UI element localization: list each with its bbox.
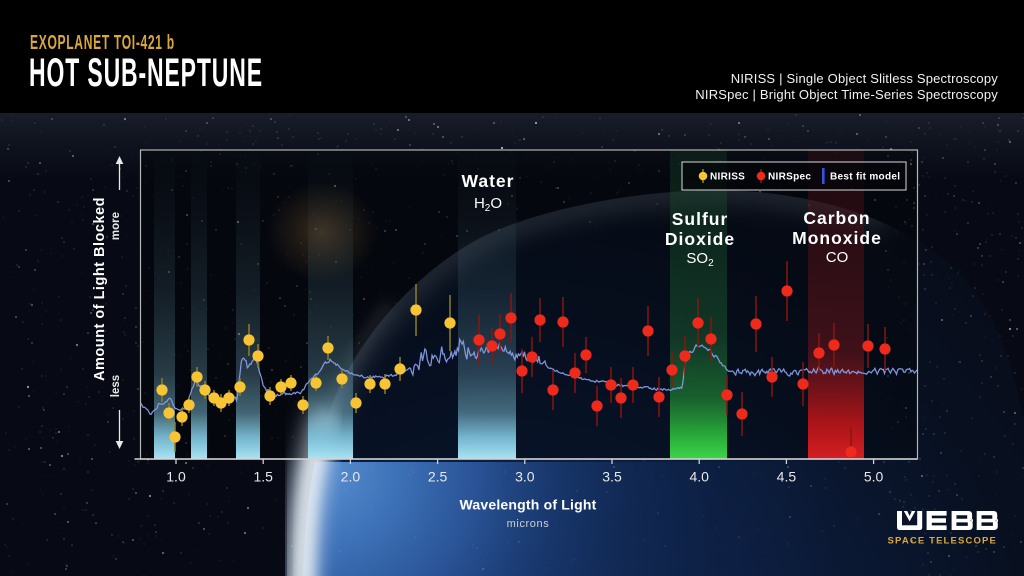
svg-text:Water: Water (462, 171, 515, 191)
svg-text:3.0: 3.0 (515, 469, 535, 485)
svg-text:SPACE TELESCOPE: SPACE TELESCOPE (888, 536, 997, 547)
svg-text:4.0: 4.0 (689, 469, 709, 485)
svg-text:1.5: 1.5 (253, 469, 273, 485)
svg-text:5.0: 5.0 (864, 469, 884, 485)
svg-text:Wavelength of Light: Wavelength of Light (459, 497, 596, 513)
svg-text:2.5: 2.5 (428, 469, 448, 485)
svg-text:Carbon: Carbon (803, 208, 870, 228)
svg-text:EXOPLANET TOI-421 b: EXOPLANET TOI-421 b (30, 31, 175, 54)
svg-text:4.5: 4.5 (777, 469, 797, 485)
svg-text:more: more (110, 212, 122, 240)
svg-text:Monoxide: Monoxide (792, 228, 882, 248)
svg-text:2.0: 2.0 (341, 469, 361, 485)
svg-text:CO: CO (826, 249, 849, 266)
svg-text:NIRSpec: NIRSpec (768, 172, 811, 183)
svg-text:NIRSpec | Bright Object Time-S: NIRSpec | Bright Object Time-Series Spec… (695, 87, 998, 102)
svg-text:Amount of Light Blocked: Amount of Light Blocked (92, 197, 108, 381)
svg-text:SO2: SO2 (686, 250, 714, 269)
svg-text:Best fit model: Best fit model (830, 172, 900, 183)
svg-text:Dioxide: Dioxide (665, 229, 735, 249)
svg-text:NIRISS | Single Object Slitles: NIRISS | Single Object Slitless Spectros… (731, 71, 999, 86)
svg-text:1.0: 1.0 (166, 469, 186, 485)
svg-text:Sulfur: Sulfur (672, 209, 729, 229)
svg-text:3.5: 3.5 (602, 469, 622, 485)
svg-text:less: less (110, 375, 122, 397)
svg-text:microns: microns (507, 518, 550, 530)
svg-text:H2O: H2O (474, 195, 502, 214)
svg-text:NIRISS: NIRISS (710, 172, 745, 183)
svg-text:HOT SUB-NEPTUNE: HOT SUB-NEPTUNE (29, 51, 263, 95)
